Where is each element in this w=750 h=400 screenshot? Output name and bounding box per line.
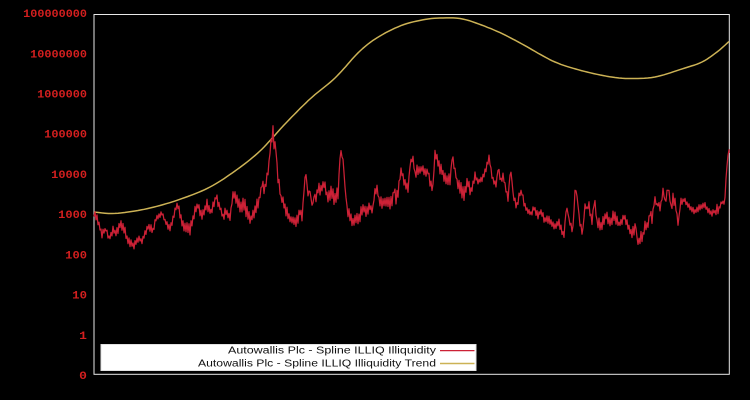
svg-text:1000: 1000	[58, 210, 87, 222]
svg-text:Autowallis Plc - Spline ILLIQ: Autowallis Plc - Spline ILLIQ Illiquidit…	[198, 358, 436, 369]
svg-text:10: 10	[72, 291, 87, 303]
svg-text:0: 0	[79, 371, 87, 383]
svg-text:1000000: 1000000	[37, 90, 87, 102]
svg-text:100000000: 100000000	[23, 9, 87, 21]
svg-text:Autowallis Plc - Spline ILLIQ: Autowallis Plc - Spline ILLIQ Illiquidit…	[228, 346, 436, 357]
svg-text:10000000: 10000000	[30, 49, 87, 61]
svg-text:10000: 10000	[51, 170, 87, 182]
svg-text:100000: 100000	[44, 130, 87, 142]
svg-text:100: 100	[65, 250, 87, 262]
svg-text:1: 1	[79, 331, 87, 343]
